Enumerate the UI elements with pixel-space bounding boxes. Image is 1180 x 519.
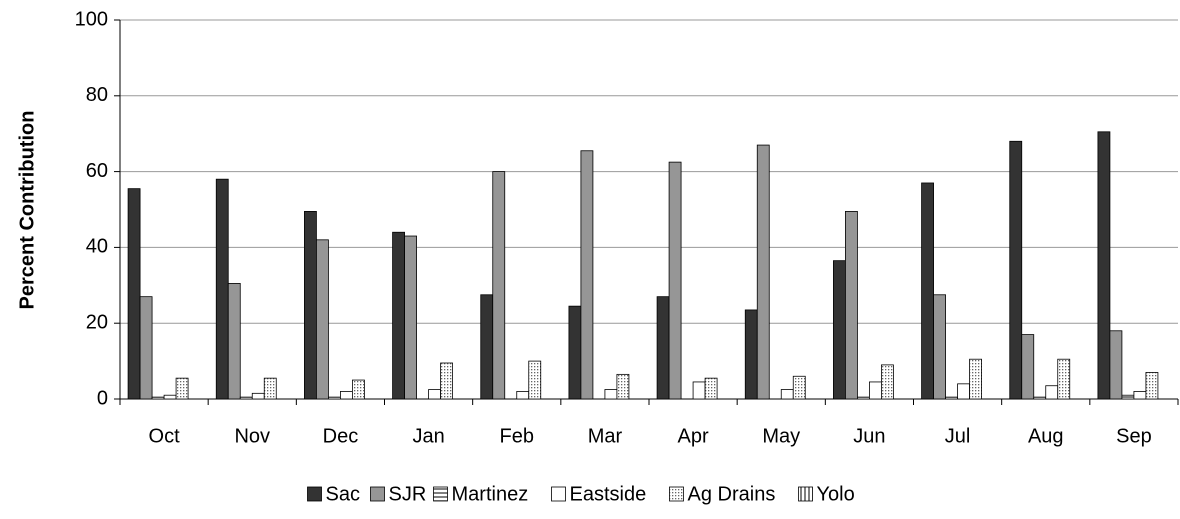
- x-tick-label: Aug: [1028, 425, 1064, 447]
- x-tick-label: Nov: [234, 425, 270, 447]
- x-tick-label: Jan: [412, 425, 444, 447]
- bar: [440, 362, 453, 400]
- bar: [668, 161, 682, 400]
- bar: [239, 396, 253, 400]
- bar: [404, 235, 417, 400]
- x-tick-label: Sep: [1116, 425, 1152, 447]
- legend-swatch: [798, 486, 813, 502]
- legend-label: Martinez: [452, 483, 529, 505]
- bar: [845, 210, 858, 400]
- bar: [604, 389, 618, 400]
- legend-swatch: [370, 486, 385, 502]
- bar: [428, 389, 441, 400]
- bar: [568, 305, 582, 400]
- bar: [227, 283, 241, 400]
- bar: [704, 377, 718, 400]
- bar: [616, 373, 630, 400]
- bar: [1021, 334, 1035, 400]
- bar: [933, 294, 946, 400]
- bar: [480, 294, 494, 400]
- x-tick-label: Jun: [853, 425, 885, 447]
- legend-label: Eastside: [570, 483, 647, 505]
- bar: [921, 182, 934, 400]
- bar: [580, 150, 594, 400]
- bar: [516, 391, 530, 400]
- bar: [492, 171, 506, 400]
- legend-swatch: [551, 486, 566, 502]
- bar: [528, 360, 542, 400]
- bar: [969, 358, 982, 400]
- bar: [175, 377, 189, 400]
- bar: [833, 260, 846, 400]
- y-tick-label: 80: [86, 84, 108, 106]
- legend-label: SJR: [389, 483, 427, 505]
- x-tick-label: Jul: [945, 425, 971, 447]
- legend-swatch: [669, 486, 684, 502]
- bar: [692, 381, 706, 400]
- bar: [957, 383, 970, 400]
- bar: [1121, 394, 1135, 400]
- y-axis-label: Percent Contribution: [16, 111, 38, 310]
- bar: [1045, 385, 1059, 400]
- bar: [744, 309, 758, 400]
- bar: [352, 379, 365, 400]
- bar: [304, 210, 317, 400]
- bar: [340, 391, 353, 400]
- bar: [251, 392, 265, 400]
- y-tick-label: 0: [97, 387, 108, 409]
- legend-label: Sac: [326, 483, 360, 505]
- bar: [215, 178, 229, 400]
- bar: [1033, 396, 1047, 400]
- legend-swatch: [307, 486, 322, 502]
- bar: [328, 396, 341, 400]
- bar: [945, 396, 958, 400]
- bar: [1145, 372, 1159, 400]
- bar: [756, 144, 770, 400]
- bar: [1133, 391, 1147, 400]
- bar: [139, 296, 153, 400]
- bar: [857, 396, 870, 400]
- x-tick-label: May: [762, 425, 800, 447]
- bar: [1109, 330, 1123, 400]
- x-tick-label: Oct: [149, 425, 181, 447]
- bar: [316, 239, 329, 400]
- bar: [151, 396, 165, 400]
- bar: [780, 389, 794, 400]
- x-tick-label: Apr: [678, 425, 709, 447]
- x-tick-label: Dec: [323, 425, 359, 447]
- bar: [1097, 131, 1111, 400]
- bar: [881, 364, 894, 400]
- y-tick-label: 60: [86, 160, 108, 182]
- bar: [1057, 358, 1071, 400]
- x-tick-label: Mar: [588, 425, 623, 447]
- legend-swatch: [433, 486, 448, 502]
- bar: [392, 231, 405, 400]
- y-tick-label: 40: [86, 236, 108, 258]
- bar: [792, 375, 806, 400]
- bar: [1009, 140, 1023, 400]
- x-tick-label: Feb: [500, 425, 534, 447]
- bar: [127, 188, 141, 400]
- bar: [869, 381, 882, 400]
- legend-label: Yolo: [817, 483, 855, 505]
- y-tick-label: 100: [75, 8, 108, 30]
- legend-label: Ag Drains: [688, 483, 776, 505]
- y-tick-label: 20: [86, 311, 108, 333]
- bar: [656, 296, 670, 400]
- bar: [263, 377, 277, 400]
- bar: [163, 394, 177, 400]
